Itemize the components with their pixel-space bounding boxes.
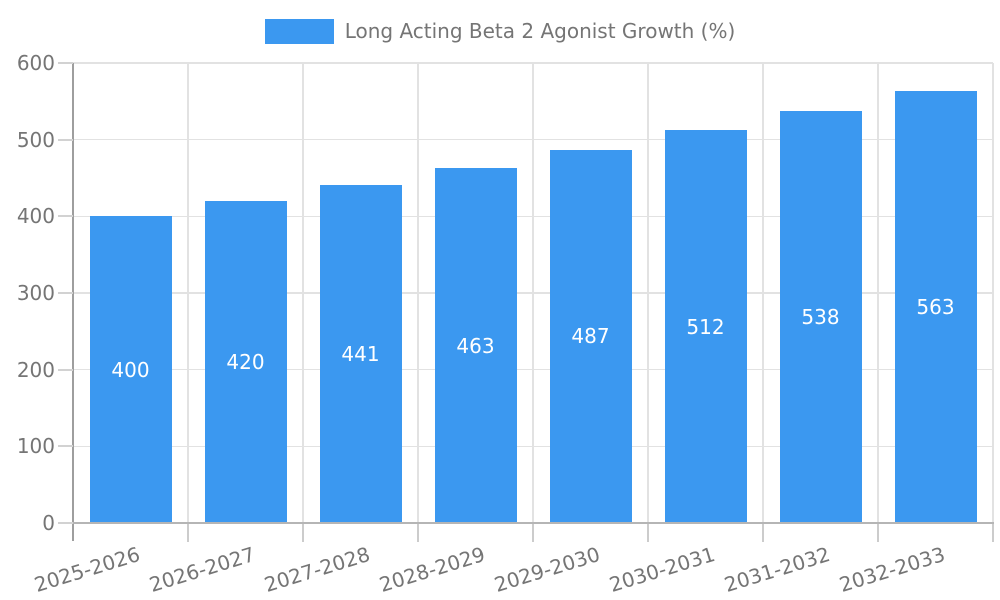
bar[interactable]: 420 <box>204 201 287 523</box>
x-tick-mark <box>877 524 879 542</box>
x-tick-label: 2026-2027 <box>146 542 259 597</box>
y-tick-mark <box>58 522 73 524</box>
y-tick-label: 500 <box>16 127 55 152</box>
y-tick-mark <box>58 62 73 64</box>
v-gridline <box>187 63 189 523</box>
bar-value-label: 563 <box>916 295 955 320</box>
y-tick-label: 400 <box>16 204 55 229</box>
y-tick-label: 600 <box>16 51 55 75</box>
y-tick-label: 300 <box>16 281 55 305</box>
legend[interactable]: Long Acting Beta 2 Agonist Growth (%) <box>0 17 1000 45</box>
y-tick-mark <box>58 138 73 141</box>
bar[interactable]: 400 <box>89 216 172 523</box>
x-tick-label: 2025-2026 <box>31 542 144 597</box>
y-tick-mark <box>58 292 73 294</box>
x-tick-label: 2029-2030 <box>491 542 604 597</box>
bar[interactable]: 512 <box>664 130 747 523</box>
y-tick-label: 100 <box>16 434 55 459</box>
v-gridline <box>992 63 994 523</box>
x-tick-label: 2030-2031 <box>606 542 719 597</box>
bar-value-label: 420 <box>226 350 265 374</box>
bar-value-label: 400 <box>111 357 150 382</box>
y-tick-label: 0 <box>42 511 55 535</box>
v-gridline <box>877 63 879 523</box>
v-gridline <box>417 63 419 523</box>
x-tick-mark <box>417 524 419 542</box>
bar-value-label: 463 <box>456 333 495 358</box>
x-tick-mark <box>187 524 189 542</box>
bar-value-label: 538 <box>801 304 840 329</box>
bar-value-label: 441 <box>341 341 380 366</box>
bar-value-label: 512 <box>686 314 725 339</box>
v-gridline <box>762 63 764 523</box>
x-tick-mark <box>532 524 534 542</box>
bar-value-label: 487 <box>571 324 610 349</box>
bar[interactable]: 487 <box>549 149 632 523</box>
x-tick-mark <box>647 524 649 542</box>
x-tick-mark <box>762 524 764 542</box>
v-gridline <box>302 63 304 523</box>
bar[interactable]: 441 <box>319 184 402 523</box>
v-gridline <box>532 63 534 523</box>
bar[interactable]: 538 <box>779 110 862 523</box>
plot-area: 400 420 441 463 487 512 538 563 <box>73 62 994 523</box>
legend-label: Long Acting Beta 2 Agonist Growth (%) <box>344 19 736 43</box>
y-tick-mark <box>58 445 73 448</box>
x-tick-label: 2032-2033 <box>836 542 949 597</box>
legend-swatch <box>264 18 334 44</box>
bar[interactable]: 463 <box>434 168 517 523</box>
x-tick-label: 2031-2032 <box>721 542 834 597</box>
y-axis-line <box>72 63 74 541</box>
x-axis-line <box>73 522 994 524</box>
x-tick-label: 2028-2029 <box>376 542 489 597</box>
v-gridline <box>647 63 649 523</box>
bar[interactable]: 563 <box>894 91 977 523</box>
x-tick-mark <box>302 524 304 542</box>
y-tick-mark <box>58 368 73 371</box>
y-tick-mark <box>58 215 73 218</box>
y-tick-label: 200 <box>16 357 55 382</box>
x-tick-label: 2027-2028 <box>261 542 374 597</box>
x-tick-mark <box>992 524 994 542</box>
